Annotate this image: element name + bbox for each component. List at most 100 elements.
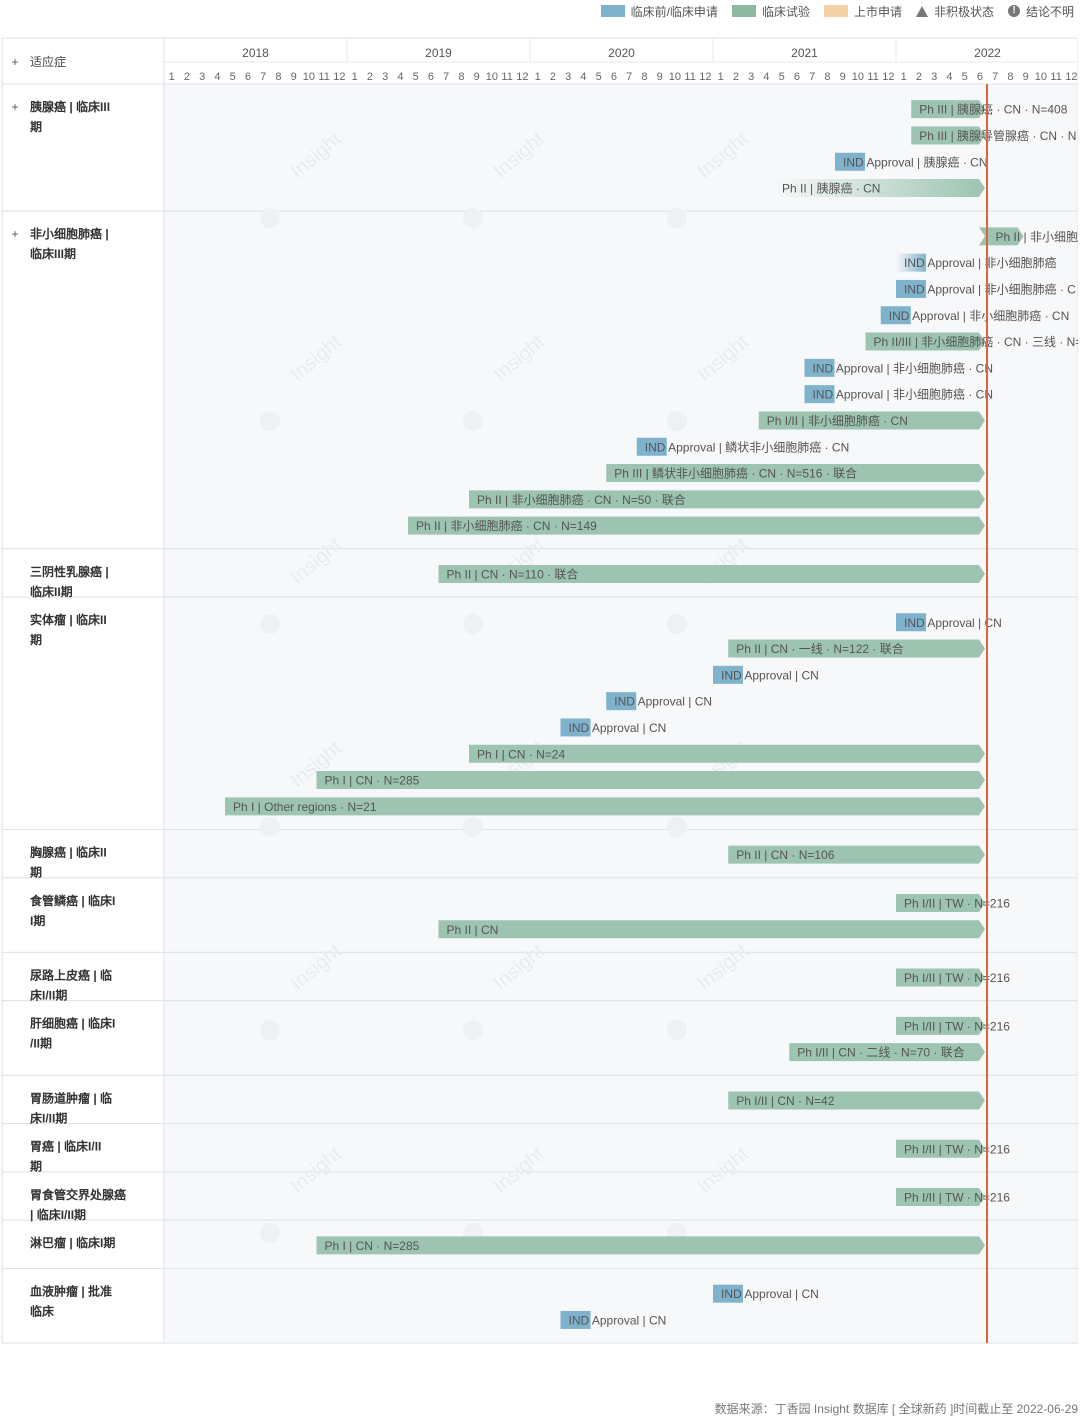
data-source-footer: 数据来源：丁香园 Insight 数据库 [ 全球新药 ]时间截止至 2022-… [714, 1402, 1078, 1416]
watermark-logo [260, 614, 280, 634]
watermark-logo [463, 817, 483, 837]
triangle-icon [915, 5, 928, 17]
trial-bar [438, 564, 985, 583]
month-label: 3 [931, 71, 937, 83]
trial-bar [469, 744, 985, 763]
bar-label: Ph II | 胰腺癌 · CN [782, 181, 880, 196]
month-label: 4 [763, 71, 769, 83]
month-label: 12 [882, 71, 894, 83]
indication-label: 床I/II期 [30, 1110, 67, 1125]
trial-bar [896, 968, 985, 987]
trial-bar [316, 1236, 985, 1255]
month-label: 5 [596, 71, 602, 83]
row-label-cell [1, 596, 165, 830]
bar-label: IND Approval | CN [904, 616, 1002, 630]
row-label-cell [1, 1268, 165, 1344]
trial-bar [728, 639, 985, 658]
trial-bar-tip [987, 227, 1024, 246]
month-label: 1 [352, 71, 358, 83]
row-label-cell [1, 210, 165, 550]
ind-approval-marker [896, 279, 926, 298]
month-label: 2 [733, 71, 739, 83]
legend-label: 上市申请 [853, 4, 902, 19]
month-label: 8 [458, 71, 464, 83]
indication-label: 期 [30, 1159, 42, 1174]
indication-label: 床I/II期 [30, 987, 67, 1002]
watermark-logo [260, 411, 280, 431]
month-label: 5 [962, 71, 968, 83]
legend-item[interactable]: ! 结论不明 [1007, 3, 1074, 20]
indication-label: 实体瘤 | 临床II [30, 612, 107, 627]
bar-label: Ph II | CN · N=106 [736, 848, 834, 862]
bar-label: Ph I/II | CN · 二线 · N=70 · 联合 [797, 1045, 964, 1060]
watermark-logo [667, 208, 687, 228]
year-label: 2020 [608, 46, 635, 60]
watermark-logo [260, 817, 280, 837]
trial-bar [408, 516, 985, 535]
indication-label: 期 [30, 865, 42, 880]
ind-approval-marker [560, 1310, 591, 1329]
indication-label: 食管鳞癌 | 临床I [29, 893, 115, 908]
month-label: 10 [669, 71, 681, 83]
indication-label: 期 [30, 119, 42, 134]
bar-label: IND Approval | 非小细胞肺癌 · C [904, 281, 1076, 296]
month-label: 2 [367, 71, 373, 83]
indication-label: /II期 [30, 1036, 52, 1051]
indication-label: 胃癌 | 临床I/II [30, 1139, 101, 1154]
bar-label: IND Approval | 胰腺癌 · CN [843, 154, 987, 169]
month-label: 11 [1050, 71, 1061, 83]
trial-bar [789, 1043, 985, 1062]
month-label: 5 [230, 71, 236, 83]
legend-item[interactable]: 非积极状态 [915, 3, 994, 20]
month-label: 7 [809, 71, 815, 83]
watermark-logo [260, 208, 280, 228]
month-label: 7 [626, 71, 632, 83]
month-label: 3 [199, 71, 205, 83]
legend-label: 非积极状态 [933, 4, 994, 19]
indication-label: 胃食管交界处腺癌 [30, 1187, 126, 1202]
bar-label: Ph I/II | TW · N=216 [904, 1191, 1010, 1205]
month-label: 10 [303, 71, 315, 83]
month-label: 6 [428, 71, 434, 83]
legend-item[interactable]: 上市申请 [823, 3, 902, 20]
trial-bar [911, 126, 985, 145]
bar-label: Ph I | Other regions · N=21 [233, 800, 377, 814]
month-label: 3 [748, 71, 754, 83]
watermark-logo [667, 1020, 687, 1040]
indication-label: 胰腺癌 | 临床III [30, 99, 110, 114]
row-label-cell [1, 1171, 165, 1221]
month-label: 9 [657, 71, 663, 83]
month-label: 7 [992, 71, 998, 83]
bar-label: Ph I/II | 非小细胞肺癌 · CN [767, 413, 908, 428]
bar-label: IND Approval | CN [569, 721, 667, 735]
month-label: 6 [794, 71, 800, 83]
month-label: 8 [1007, 71, 1013, 83]
watermark-logo [463, 411, 483, 431]
ind-approval-marker [880, 306, 911, 325]
month-label: 10 [1035, 71, 1047, 83]
month-label: 9 [291, 71, 297, 83]
month-label: 3 [565, 71, 571, 83]
right-edge-mask [1078, 38, 1080, 1344]
indication-label: 临床 [30, 1304, 55, 1319]
legend-item[interactable]: 临床前/临床申请 [600, 3, 718, 20]
bar-label: Ph II | 非小细胞肺癌 · CN · N=149 [416, 518, 597, 533]
watermark-logo [463, 1020, 483, 1040]
month-label: 10 [852, 71, 864, 83]
year-label: 2022 [974, 46, 1001, 60]
bar-label: IND Approval | CN [721, 668, 819, 682]
indication-label: | 临床I/II期 [30, 1207, 86, 1222]
bar-label: Ph III | 胰腺导管腺癌 · CN · N [919, 128, 1076, 143]
trial-bar [978, 227, 988, 246]
indication-label: 淋巴瘤 | 临床I期 [30, 1235, 115, 1250]
row-label-cell [1, 829, 165, 879]
row-label-cell [1, 1123, 165, 1173]
header-label: 适应症 [30, 54, 66, 69]
legend-item[interactable]: 临床试验 [731, 3, 810, 20]
bar-label: Ph II | CN [447, 923, 499, 937]
legend-swatch [731, 5, 756, 17]
trial-bar [606, 464, 985, 483]
bar-label: Ph I | CN · N=285 [325, 1239, 420, 1253]
month-label: 10 [486, 71, 498, 83]
trial-bar [438, 920, 985, 939]
